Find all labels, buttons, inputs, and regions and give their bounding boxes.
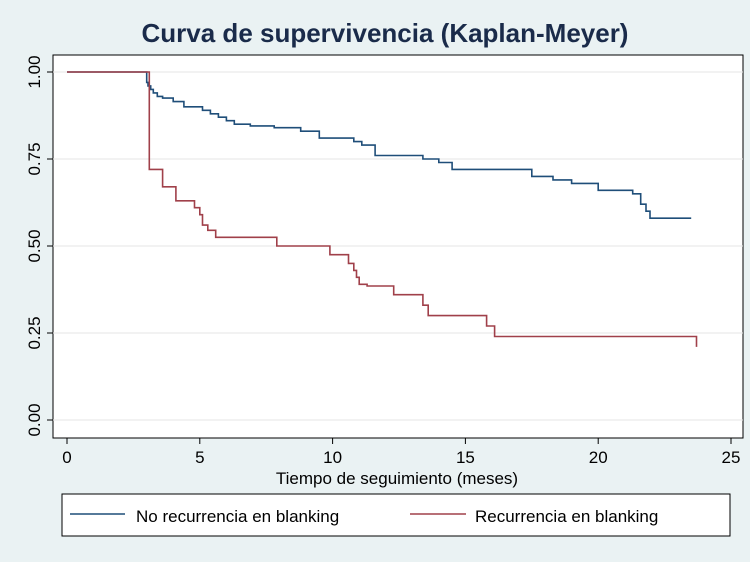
legend-label-recurrencia: Recurrencia en blanking: [475, 507, 658, 526]
series-lines: [67, 71, 698, 347]
x-tick-label-3: 15: [456, 448, 475, 467]
chart-title: Curva de supervivencia (Kaplan-Meyer): [142, 18, 629, 48]
y-tick-label-3: 0.75: [25, 142, 44, 175]
series-line-0: [67, 71, 692, 219]
x-axis: 0 5 10 15 20 25: [62, 438, 740, 467]
grid-lines: [53, 71, 743, 421]
x-tick-label-2: 10: [323, 448, 342, 467]
x-tick-label-5: 25: [722, 448, 741, 467]
y-tick-label-2: 0.50: [25, 229, 44, 262]
y-tick-label-1: 0.25: [25, 316, 44, 349]
x-tick-label-0: 0: [62, 448, 71, 467]
legend: [61, 493, 731, 537]
y-axis: 0.00 0.25 0.50 0.75 1.00: [25, 55, 53, 437]
x-tick-label-4: 20: [589, 448, 608, 467]
legend-label-no-recurrencia: No recurrencia en blanking: [136, 507, 339, 526]
series-line-1: [67, 71, 698, 347]
y-tick-label-4: 1.00: [25, 55, 44, 88]
x-tick-label-1: 5: [195, 448, 204, 467]
x-axis-title: Tiempo de seguimiento (meses): [276, 469, 518, 488]
y-tick-label-0: 0.00: [25, 403, 44, 436]
